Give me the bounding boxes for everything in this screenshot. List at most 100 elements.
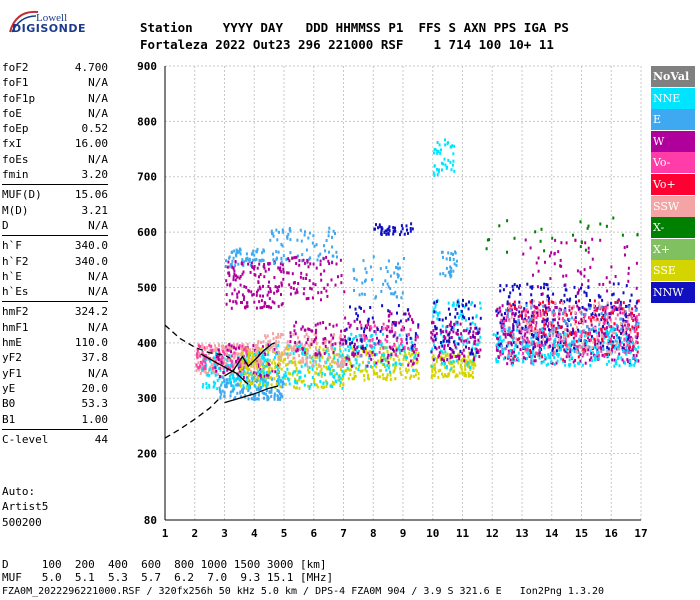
data-point-w	[458, 357, 461, 361]
data-point-sse	[316, 385, 319, 389]
data-point-vo-	[513, 300, 516, 304]
data-point-e	[505, 308, 508, 312]
param-row: foEs N/A	[2, 152, 108, 167]
data-point-nne	[626, 349, 629, 352]
data-point-w	[264, 301, 267, 305]
data-point-w	[563, 359, 566, 363]
data-point-e	[223, 379, 226, 383]
data-point-nnw	[529, 285, 532, 289]
data-point-nne	[596, 352, 599, 356]
data-point-nne	[216, 379, 219, 383]
data-point-w	[344, 328, 347, 332]
data-point-w	[264, 269, 267, 273]
data-point-w	[517, 315, 520, 319]
data-point-nne	[478, 340, 481, 344]
data-point-nne	[212, 380, 215, 384]
data-point-nne	[242, 384, 245, 388]
data-point-sse	[463, 373, 466, 377]
data-point-ssw	[275, 346, 278, 350]
data-point-ssw	[198, 366, 201, 370]
data-point-nnw	[599, 295, 602, 299]
data-point-nne	[625, 335, 628, 338]
data-point-vo-	[509, 331, 512, 335]
data-point-w	[258, 275, 260, 279]
data-point-e	[369, 265, 372, 269]
data-point-vo-	[635, 324, 637, 328]
data-point-e	[449, 258, 451, 262]
data-point-ssw	[538, 310, 541, 314]
data-point-nnw	[496, 331, 499, 335]
data-point-nne	[282, 375, 285, 379]
data-point-nne	[469, 366, 471, 369]
param-name: MUF(D)	[2, 188, 42, 202]
data-point-e	[386, 270, 389, 274]
data-point-nnw	[454, 307, 457, 311]
data-point-nne	[360, 344, 363, 348]
data-point-nne	[350, 332, 353, 336]
data-point-nne	[567, 343, 570, 347]
data-point-ssw	[238, 373, 241, 377]
data-point-sse	[268, 376, 271, 380]
data-point-vo-	[588, 333, 591, 337]
data-point-ssw	[579, 320, 582, 324]
data-point-w	[553, 318, 556, 322]
data-point-e	[257, 393, 260, 397]
data-point-ssw	[308, 355, 311, 359]
data-point-e	[255, 249, 258, 253]
data-point-w	[528, 355, 531, 358]
data-point-vo-	[229, 358, 232, 362]
data-point-nne	[311, 367, 314, 371]
data-point-vo-	[204, 364, 207, 368]
data-point-w	[303, 261, 306, 265]
y-tick-label: 300	[137, 392, 157, 405]
data-point-e	[588, 345, 591, 349]
data-point-w	[371, 350, 374, 354]
data-point-nne	[562, 360, 565, 364]
data-point-nne	[229, 364, 232, 368]
data-point-nne	[261, 351, 264, 355]
data-point-sse	[309, 360, 312, 364]
data-point-sse	[250, 382, 253, 385]
data-point-sse	[329, 369, 332, 373]
data-point-w	[596, 307, 599, 310]
data-point-sse	[472, 375, 475, 379]
data-point-e	[281, 244, 284, 248]
data-point-nnw	[573, 285, 576, 289]
data-point-e	[252, 397, 255, 401]
data-point-e	[256, 397, 259, 401]
param-row: yF2 37.8	[2, 350, 108, 365]
param-value: 37.8	[81, 351, 109, 365]
data-point-w	[287, 271, 290, 275]
data-point-w	[518, 331, 521, 335]
data-point-nne	[266, 383, 269, 387]
data-point-w	[294, 332, 297, 336]
data-point-nnw	[380, 230, 383, 234]
data-point-nne	[334, 379, 337, 383]
param-row: yE 20.0	[2, 381, 108, 396]
data-point-sse	[280, 367, 283, 371]
data-point-w	[225, 279, 228, 283]
data-point-w	[610, 265, 613, 269]
data-point-vo-	[582, 347, 585, 351]
data-point-vo-	[535, 324, 537, 328]
data-point-nne	[433, 164, 436, 168]
data-point-w	[451, 349, 454, 353]
data-point-w	[236, 275, 239, 279]
data-point-nne	[620, 356, 623, 360]
data-point-w	[289, 334, 292, 338]
data-point-vo-	[371, 337, 374, 341]
data-point-w	[634, 305, 637, 308]
data-point-nne	[310, 356, 313, 360]
data-point-e	[255, 257, 258, 261]
data-point-vo-	[542, 317, 545, 321]
data-point-w	[608, 352, 611, 356]
data-point-nnw	[547, 294, 549, 298]
data-point-vo-	[528, 324, 531, 328]
data-point-nnw	[556, 330, 559, 334]
data-point-nnw	[596, 342, 599, 346]
data-point-ssw	[284, 347, 287, 351]
data-point-e	[568, 317, 571, 321]
data-point-e	[286, 236, 289, 240]
data-point-vo-	[201, 351, 204, 354]
data-point-ssw	[298, 354, 300, 358]
